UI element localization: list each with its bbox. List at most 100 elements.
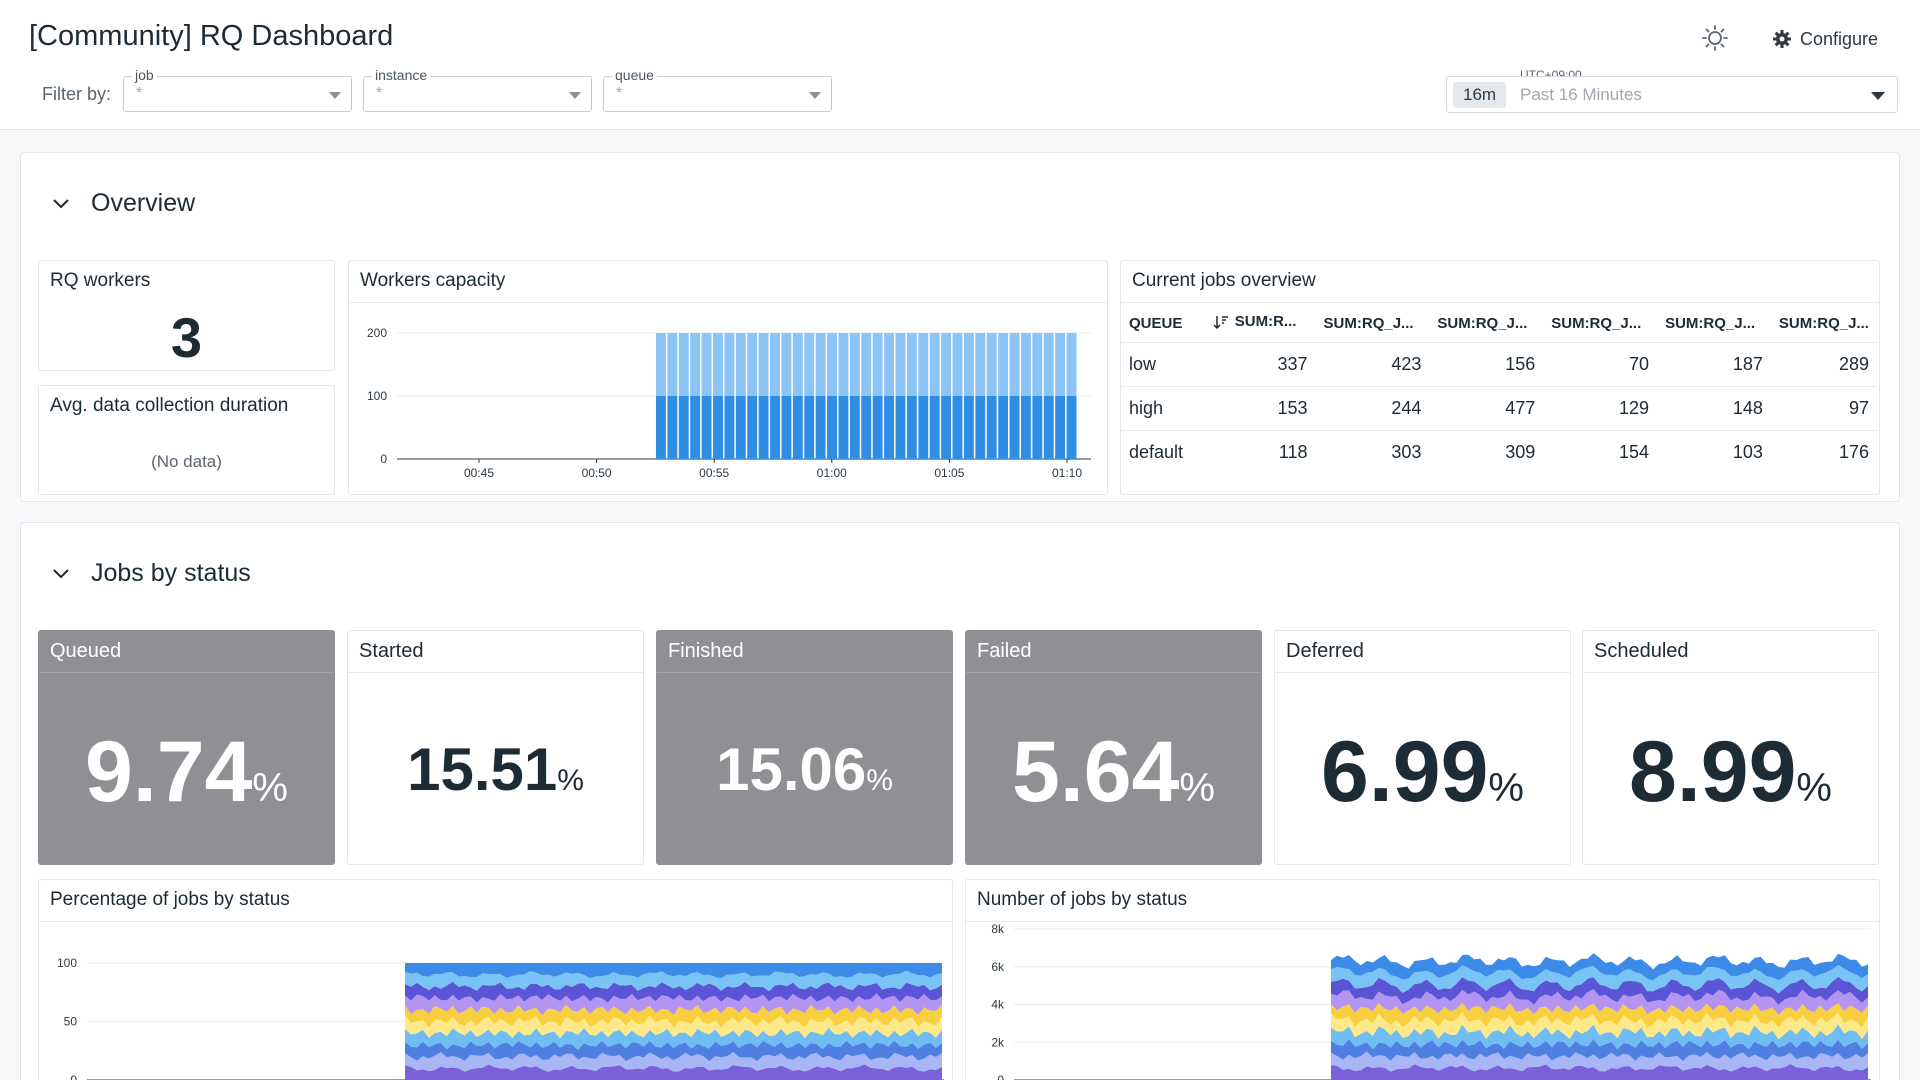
x-tick-label: 01:00 (817, 466, 847, 480)
caret-down-icon (569, 92, 581, 99)
number-jobs-panel: Number of jobs by status 0 2k 4k 6k 8k (965, 879, 1880, 1080)
capacity-bar-busy (918, 396, 929, 459)
queue-name-cell: high (1121, 385, 1205, 430)
configure-button[interactable]: Configure (1772, 26, 1878, 52)
queue-filter-select[interactable]: queue * (603, 67, 832, 112)
column-header-label: SUM:R... (1234, 313, 1297, 330)
panel-divider (657, 672, 952, 673)
area-series (405, 1014, 942, 1039)
current-jobs-panel: Current jobs overview QUEUE SUM:R... SUM… (1120, 260, 1880, 495)
x-tick-label: 01:05 (934, 466, 964, 480)
jobs-by-status-section-toggle[interactable]: Jobs by status (51, 559, 251, 588)
capacity-bar-busy (861, 396, 872, 459)
column-header[interactable]: SUM:RQ_J... (1323, 314, 1414, 332)
capacity-bar-idle (963, 333, 974, 396)
table-cell: 103 (1657, 429, 1771, 474)
queue-name-cell: low (1121, 341, 1205, 386)
deferred-stat-value: 6.99% (1275, 723, 1570, 822)
queued-stat-card: Queued 9.74% (38, 630, 335, 865)
y-tick-label: 0 (997, 1073, 1004, 1080)
job-filter-select[interactable]: job * (123, 67, 352, 112)
panel-divider (1275, 672, 1570, 673)
configure-label: Configure (1800, 28, 1879, 49)
stat-title: Deferred (1286, 640, 1364, 662)
time-range-text: Past 16 Minutes (1520, 85, 1642, 104)
stat-number: 15.06 (716, 736, 867, 803)
chevron-down-icon (53, 198, 69, 208)
table-cell: 337 (1204, 341, 1316, 386)
capacity-bar-idle (701, 333, 712, 396)
panel-title: Avg. data collection duration (50, 395, 289, 416)
capacity-bar-idle (906, 333, 917, 396)
table-cell: 148 (1657, 385, 1771, 430)
capacity-bar-busy (975, 396, 986, 459)
y-tick-label: 200 (367, 326, 387, 340)
area-series (1331, 1002, 1868, 1028)
column-header[interactable]: SUM:RQ_J... (1665, 314, 1756, 332)
y-tick-label: 8k (991, 922, 1005, 936)
y-tick-label: 6k (991, 960, 1005, 974)
job-filter-label: job (132, 67, 157, 83)
stat-title: Failed (977, 640, 1032, 662)
area-series (1331, 1011, 1868, 1040)
capacity-bar-idle (781, 333, 792, 396)
table-cell: 289 (1770, 341, 1877, 386)
failed-stat-card: Failed 5.64% (965, 630, 1262, 865)
column-header-sorted[interactable]: SUM:R... (1205, 305, 1316, 342)
capacity-bar-busy (963, 396, 974, 459)
theme-toggle-button[interactable] (1700, 22, 1732, 54)
capacity-bar-idle (918, 333, 929, 396)
current-jobs-table: QUEUE SUM:R... SUM:RQ_J... SUM:RQ_J... S… (1121, 305, 1877, 474)
area-series (1331, 1063, 1868, 1080)
capacity-bar-idle (1032, 333, 1043, 396)
capacity-bar-idle (998, 333, 1009, 396)
table-row: low 337 423 156 70 187 289 (1121, 341, 1877, 386)
workers-capacity-chart: 0 100 200 00:45 00:50 00:55 01:00 01:05 01:10 (367, 326, 1091, 480)
table-row: default 118 303 309 154 103 176 (1121, 429, 1877, 474)
table-row: high 153 244 477 129 148 97 (1121, 385, 1877, 430)
stat-unit: % (866, 764, 893, 797)
capacity-bar-busy (998, 396, 1009, 459)
capacity-bar-busy (690, 396, 701, 459)
capacity-bar-idle (815, 333, 826, 396)
capacity-bar-idle (678, 333, 689, 396)
gear-icon (1773, 30, 1791, 48)
overview-section-toggle[interactable]: Overview (51, 189, 195, 218)
column-header[interactable]: SUM:RQ_J... (1778, 314, 1869, 332)
capacity-bar-idle (929, 333, 940, 396)
instance-filter-select[interactable]: instance * (363, 67, 592, 112)
capacity-bar-idle (941, 333, 952, 396)
x-tick-label: 00:50 (582, 466, 612, 480)
capacity-bar-busy (941, 396, 952, 459)
y-tick-label: 100 (367, 389, 387, 403)
capacity-bar-idle (770, 333, 780, 396)
capacity-bar-idle (1009, 333, 1020, 396)
time-range-picker[interactable]: 16m Past 16 Minutes (1446, 76, 1898, 113)
column-header[interactable]: SUM:RQ_J... (1551, 314, 1642, 332)
capacity-bar-busy (735, 396, 746, 459)
column-header[interactable]: SUM:RQ_J... (1437, 314, 1528, 332)
capacity-bar-idle (872, 333, 883, 396)
capacity-bar-busy (781, 396, 792, 459)
capacity-bar-idle (747, 333, 758, 396)
panel-divider (39, 672, 334, 673)
capacity-bar-busy (1020, 396, 1031, 459)
panel-divider (966, 672, 1261, 673)
capacity-bar-busy (827, 396, 837, 459)
capacity-bar-busy (872, 396, 883, 459)
table-cell: 129 (1543, 385, 1658, 430)
table-cell: 156 (1429, 341, 1544, 386)
area-series (405, 993, 942, 1016)
capacity-bar-idle (986, 333, 997, 396)
rq-workers-panel: RQ workers 3 (38, 260, 335, 371)
column-header-queue[interactable]: QUEUE (1129, 314, 1183, 332)
panel-title: Current jobs overview (1132, 270, 1316, 291)
table-cell: 153 (1204, 385, 1316, 430)
panel-divider (966, 921, 1879, 922)
capacity-bar-idle (1043, 333, 1054, 396)
queue-filter-label: queue (612, 67, 657, 83)
capacity-bar-busy (849, 396, 860, 459)
percentage-jobs-chart: 0 50 100 (57, 956, 944, 1080)
workers-capacity-panel: Workers capacity 0 100 200 00:45 00:50 00:55 0… (348, 260, 1108, 495)
capacity-bar-idle (804, 333, 815, 396)
